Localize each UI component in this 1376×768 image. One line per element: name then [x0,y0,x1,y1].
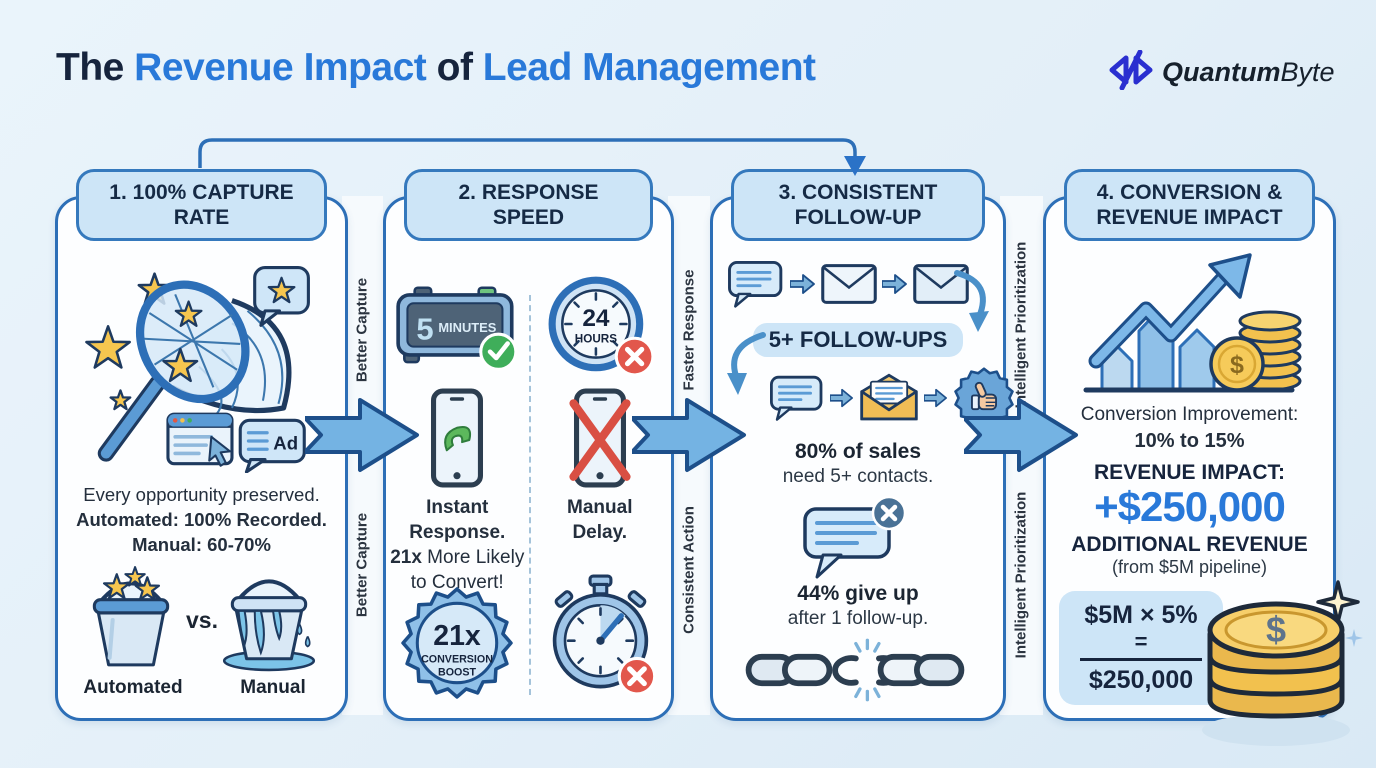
arrow-step1-to-step2-icon [305,398,419,472]
vs-label: vs. [186,607,218,633]
panel4-header: 4. CONVERSION & REVENUE IMPACT [1064,169,1315,242]
badge-line2: BOOST [438,667,476,679]
growth-chart-icon: $ [1083,253,1302,393]
gold-coins-stack-icon: $ [1202,580,1363,746]
fast-clock-unit: MINUTES [438,320,496,335]
title-highlight1: Revenue Impact [134,46,427,89]
phone-instant-icon [430,388,484,488]
panel2-divider [528,295,531,695]
manual-label: Manual [240,677,306,698]
open-envelope-icon [860,373,918,421]
page-title: The Revenue Impact of Lead Management [56,46,816,90]
badge-line1: CONVERSION [421,653,493,665]
phone-missed-icon [568,388,631,488]
twentyfour-hours-clock-icon: 24 HOURS [548,276,654,377]
label-better-capture-bottom: Better Capture [353,512,371,618]
arrow-step3-to-step4-icon [964,398,1078,472]
chart-coin-dollar: $ [1230,351,1244,379]
flow-arrow-icon [924,388,947,408]
automated-label: Automated [83,677,183,698]
panel-capture-rate: 1. 100% CAPTURE RATE Ad [55,169,348,721]
panel1-line1: Every opportunity preserved. [83,484,320,505]
revenue-impact-value: +$250,000 [1094,483,1286,530]
panel1-line3: Manual: 60-70% [132,533,271,555]
label-faster-response: Faster Response [680,269,698,391]
ad-label: Ad [273,432,298,453]
five-minutes-clock-icon: 5 MINUTES [396,286,518,371]
badge-value: 21x [433,620,481,652]
label-better-capture-top: Better Capture [353,277,371,383]
curve-arrow-left-icon [727,332,766,395]
panel3-header: 3. CONSISTENT FOLLOW-UP [731,169,985,242]
brand-name-bold: Quantum [1162,57,1281,87]
brand-logo: QuantumByte [1108,49,1335,95]
panel1-stats: Every opportunity preserved. Automated: … [58,483,345,558]
conversion-boost-badge-icon: 21x CONVERSION BOOST [401,587,513,699]
label-consistent-action: Consistent Action [680,506,698,634]
chat-bubble-icon [728,261,783,308]
capture-net-icon: Ad [85,265,310,473]
panel1-header: 1. 100% CAPTURE RATE [76,169,327,242]
stat-44-percent: 44% give up after 1 follow-up. [787,582,929,630]
conversion-improvement: Conversion Improvement: 10% to 15% [1080,404,1299,452]
big-coin-dollar: $ [1266,609,1286,650]
brand-name-light: Byte [1280,57,1335,87]
instant-response-text: Instant Response. 21x More Likely to Con… [390,497,525,594]
slow-clock-value: 24 [582,305,610,332]
title-part2: of [426,46,483,89]
revenue-formula-box: $5M × 5% = $250,000 [1059,591,1223,706]
broken-chain-icon [745,638,965,702]
label-intelligent-prioritization-top: Intelligent Prioritization [1012,241,1030,409]
slow-clock-unit: HOURS [574,332,616,345]
title-part1: The [56,46,135,89]
quantumbyte-logo-icon [1108,49,1154,95]
additional-revenue-label: ADDITIONAL REVENUE [1071,533,1308,556]
panel-consistent-followup: 3. CONSISTENT FOLLOW-UP 5+ FOL [710,169,1014,721]
curve-arrow-down-icon [954,270,989,332]
chat-bubble-icon [770,375,823,421]
flow-arrow-icon [882,274,907,294]
brand-name: QuantumByte [1162,57,1335,88]
panel1-line2: Automated: 100% Recorded. [76,508,327,530]
flow-arrow-icon [790,274,815,294]
panel-response-speed: 2. RESPONSE SPEED 5 MINUTES [383,169,674,721]
followup-flow-row1 [727,259,969,309]
pipeline-note: (from $5M pipeline) [1111,557,1268,577]
flow-arrow-icon [830,388,853,408]
title-highlight2: Lead Management [482,46,816,89]
envelope-icon [821,264,877,304]
label-intelligent-prioritization-bottom: Intelligent Prioritization [1012,491,1030,659]
automated-bucket-icon [92,566,170,667]
panel2-header: 2. RESPONSE SPEED [404,169,653,242]
no-reply-bubble-icon [803,495,907,579]
manual-delay-text: Manual Delay. [567,497,633,544]
manual-leaky-bucket-icon [222,579,316,672]
arrow-step2-to-step3-icon [632,398,746,472]
fast-clock-value: 5 [416,311,433,346]
formula-divider [1080,658,1202,662]
revenue-impact-label: REVENUE IMPACT: [1094,461,1285,484]
stopwatch-delay-icon [552,574,656,696]
stat-80-percent: 80% of sales need 5+ contacts. [782,440,934,488]
followups-pill-wrap: 5+ FOLLOW-UPS [713,323,1003,357]
followups-pill: 5+ FOLLOW-UPS [752,323,964,357]
followup-flow-row2 [769,367,1015,429]
